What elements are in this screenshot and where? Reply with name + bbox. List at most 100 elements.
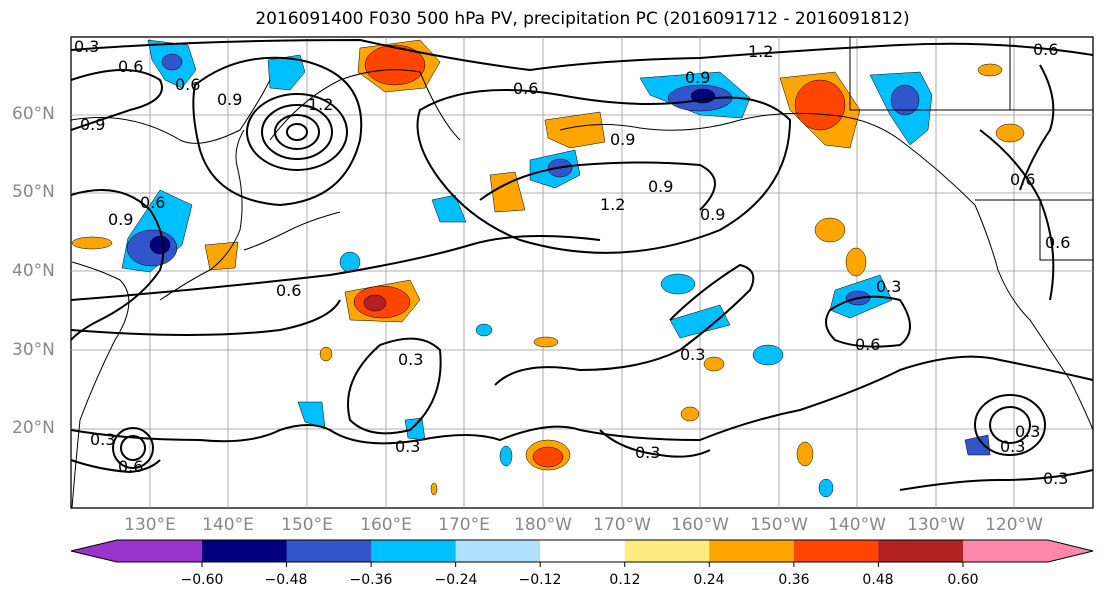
colorbar-extend-max — [1048, 540, 1093, 562]
colorbar-segment — [793, 540, 879, 562]
contour-label: 0.3 — [680, 345, 705, 364]
lon-label: 150°E — [281, 515, 333, 535]
precip-blob — [669, 304, 731, 339]
contour-label: 1.2 — [308, 95, 333, 114]
contour-label: 0.6 — [276, 281, 301, 300]
precip-blob — [267, 54, 306, 91]
colorbar — [70, 539, 1094, 567]
precip-blob — [977, 63, 1003, 77]
contour-label: 0.3 — [398, 350, 423, 369]
lon-label: 120°W — [985, 515, 1043, 535]
contour-label: 0.9 — [610, 130, 635, 149]
precip-blob — [319, 346, 333, 362]
contour-label: 0.9 — [108, 210, 133, 229]
contour-label: 0.6 — [1033, 40, 1058, 59]
contour-label: 0.6 — [855, 335, 880, 354]
contour-label: 0.6 — [1010, 170, 1035, 189]
precip-blob — [431, 194, 467, 223]
lon-label: 130°W — [907, 515, 965, 535]
colorbar-segment — [709, 540, 795, 562]
pv-contours — [70, 38, 1094, 491]
contour-label: 1.2 — [748, 42, 773, 61]
precip-blob — [794, 79, 846, 131]
colorbar-tick-label: 0.12 — [609, 572, 641, 588]
contour-label: 1.2 — [600, 195, 625, 214]
contour-label: 0.3 — [635, 443, 660, 462]
precip-blob — [818, 478, 834, 498]
contour-label: 0.9 — [217, 90, 242, 109]
lat-label: 50°N — [12, 182, 55, 202]
precip-blob — [532, 446, 564, 468]
precip-blob — [995, 123, 1025, 143]
colorbar-tick-label: 0.24 — [693, 572, 725, 588]
colorbar-segment — [540, 540, 626, 562]
precip-blob — [149, 235, 171, 255]
contour-label: 0.3 — [876, 277, 901, 296]
colorbar-tick-label: −0.24 — [434, 572, 478, 588]
colorbar-segment — [963, 540, 1048, 562]
lon-label: 170°E — [438, 515, 490, 535]
lon-label: 170°W — [593, 515, 651, 535]
precip-blob — [430, 482, 438, 496]
contour-label: 0.6 — [140, 193, 165, 212]
colorbar-tick-label: −0.36 — [349, 572, 393, 588]
colorbar-tick-label: 0.48 — [862, 572, 894, 588]
lon-label: 130°E — [124, 515, 176, 535]
precip-blob — [544, 111, 606, 149]
pv-contour-labels: 0.3 0.6 0.6 0.9 0.9 1.2 0.6 0.9 0.6 1.2 … — [74, 37, 1070, 488]
lon-label: 160°W — [671, 515, 729, 535]
lon-label: 180°W — [514, 515, 572, 535]
colorbar-segment — [371, 540, 457, 562]
precip-blob — [161, 53, 183, 71]
colorbar-outline — [70, 539, 1094, 563]
lon-label: 140°W — [828, 515, 886, 535]
contour-label: 0.3 — [1000, 437, 1025, 456]
contour-label: 0.3 — [1015, 422, 1040, 441]
precip-blob — [339, 251, 361, 273]
colorbar-segment — [202, 540, 287, 562]
contour-label: 0.3 — [74, 37, 99, 56]
precip-blob — [964, 434, 991, 456]
colorbar-tick-label: −0.12 — [518, 572, 562, 588]
lon-label: 160°E — [360, 515, 412, 535]
lat-label: 60°N — [12, 104, 55, 124]
precip-blob — [363, 294, 387, 312]
precip-blob — [204, 241, 239, 271]
precip-blob — [489, 171, 526, 213]
contour-label: 0.3 — [90, 430, 115, 449]
precip-blob — [890, 84, 920, 116]
precip-blob — [796, 441, 814, 467]
colorbar-tick-label: −0.60 — [180, 572, 224, 588]
precip-blob — [845, 247, 867, 277]
contour-label: 0.3 — [1043, 469, 1068, 488]
colorbar-tick-label: 0.60 — [947, 572, 979, 588]
contour-label: 0.6 — [175, 75, 200, 94]
precip-blob — [475, 323, 493, 337]
contour-label: 0.6 — [118, 457, 143, 476]
lon-label: 150°W — [750, 515, 808, 535]
contour-label: 0.6 — [513, 79, 538, 98]
precip-blob — [814, 217, 846, 243]
colorbar-segment — [286, 540, 372, 562]
precip-blob — [71, 236, 113, 250]
precip-blob — [752, 344, 784, 366]
precip-blob — [680, 406, 700, 422]
colorbar-segment — [455, 540, 541, 562]
precip-positive — [71, 39, 1025, 496]
lat-label: 20°N — [12, 418, 55, 438]
coastlines — [70, 37, 1094, 509]
contour-label: 0.9 — [80, 115, 105, 134]
colorbar-segment — [117, 540, 202, 562]
contour-label: 0.6 — [1045, 233, 1070, 252]
colorbar-extend-min — [71, 540, 117, 562]
precip-blob — [533, 336, 559, 348]
contour-label: 0.9 — [685, 68, 710, 87]
precip-blob — [499, 445, 513, 467]
colorbar-tick-label: −0.48 — [264, 572, 308, 588]
contour-label: 0.6 — [118, 57, 143, 76]
lat-label: 40°N — [12, 261, 55, 281]
contour-label: 0.3 — [395, 437, 420, 456]
colorbar-segment — [624, 540, 710, 562]
precip-blob — [660, 273, 696, 295]
